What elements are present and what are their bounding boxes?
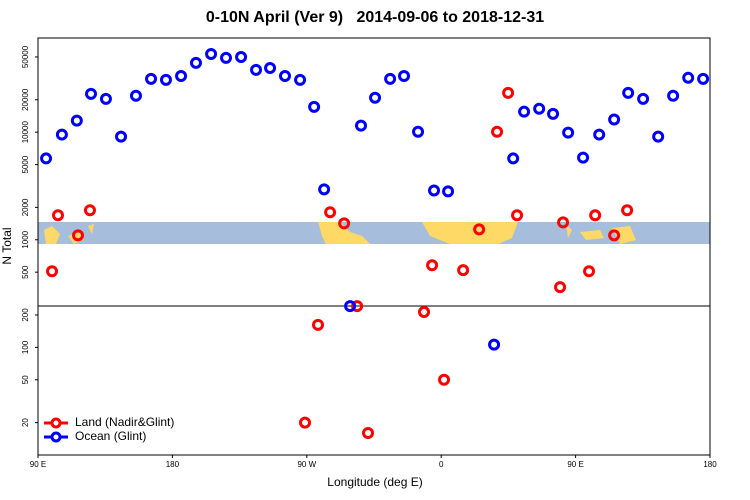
y-tick-label: 1000	[21, 230, 30, 248]
point	[40, 152, 53, 165]
x-tick-label: 0	[439, 460, 444, 469]
y-tick-label: 100	[21, 340, 30, 354]
legend-marker	[50, 431, 62, 443]
point	[264, 61, 277, 74]
point	[418, 306, 431, 319]
point	[442, 185, 455, 198]
point	[682, 71, 695, 84]
point	[324, 206, 337, 219]
point	[52, 209, 65, 222]
legend-label: Ocean (Glint)	[75, 429, 146, 443]
y-tick-label: 5000	[21, 155, 30, 173]
point	[589, 209, 602, 222]
point	[355, 119, 368, 132]
point	[621, 204, 634, 217]
ocean-strip	[38, 222, 710, 244]
point	[608, 113, 621, 126]
point	[308, 100, 321, 113]
y-tick-label: 20	[21, 418, 30, 427]
point	[593, 128, 606, 141]
point	[438, 373, 451, 386]
point	[554, 281, 567, 294]
legend-label: Land (Nadir&Glint)	[75, 415, 174, 429]
point	[457, 264, 470, 277]
point	[622, 86, 635, 99]
point	[159, 73, 172, 86]
point	[294, 73, 307, 86]
x-tick-label: 90 W	[297, 460, 316, 469]
point	[299, 416, 312, 429]
point	[344, 300, 357, 313]
point	[398, 69, 411, 82]
point	[189, 56, 202, 69]
point	[583, 265, 596, 278]
plot-frame	[37, 37, 711, 456]
y-tick-label: 10000	[21, 120, 30, 143]
legend-marker	[50, 417, 62, 429]
point	[55, 128, 68, 141]
point	[46, 265, 59, 278]
point	[488, 338, 501, 351]
y-tick-label: 50	[21, 375, 30, 384]
point	[205, 47, 218, 60]
point	[70, 114, 83, 127]
point	[369, 91, 382, 104]
x-tick-label: 180	[703, 460, 717, 469]
point	[491, 125, 504, 138]
point	[384, 72, 397, 85]
point	[502, 86, 515, 99]
point	[426, 259, 439, 272]
y-axis-label: N Total	[0, 227, 14, 264]
x-tick-label: 90 E	[30, 460, 46, 469]
point	[637, 92, 650, 105]
point	[145, 72, 158, 85]
point	[518, 105, 531, 118]
x-tick-label: 90 E	[567, 460, 583, 469]
y-tick-label: 500	[21, 265, 30, 279]
point	[312, 318, 324, 331]
x-axis-label: Longitude (deg E)	[327, 475, 422, 489]
point	[278, 69, 291, 82]
point	[175, 69, 188, 82]
point	[557, 216, 570, 229]
point	[697, 72, 710, 85]
point	[235, 50, 248, 63]
y-tick-label: 20000	[21, 88, 30, 111]
map-band	[38, 222, 710, 244]
point	[507, 152, 520, 165]
x-tick-label: 180	[166, 460, 180, 469]
point	[351, 300, 364, 313]
point	[250, 63, 263, 76]
point	[652, 130, 665, 143]
point	[667, 89, 680, 102]
point	[428, 184, 441, 197]
land	[422, 222, 518, 244]
point	[511, 209, 524, 222]
point	[562, 126, 575, 139]
land	[318, 222, 370, 244]
y-tick-label: 50000	[21, 45, 30, 68]
point	[72, 229, 85, 242]
point	[85, 87, 98, 100]
point	[338, 217, 351, 230]
point	[99, 92, 112, 105]
point	[577, 151, 590, 164]
point	[115, 130, 128, 143]
point	[362, 427, 375, 440]
point	[547, 107, 560, 120]
y-tick-label: 2000	[21, 198, 30, 216]
point	[608, 229, 621, 242]
point	[473, 223, 486, 236]
point	[220, 51, 233, 64]
point	[533, 102, 546, 115]
y-tick-label: 200	[21, 308, 30, 322]
point	[412, 125, 425, 138]
point	[83, 204, 96, 217]
chart-title: 0-10N April (Ver 9) 2014-09-06 to 2018-1…	[206, 9, 544, 26]
point	[129, 89, 142, 102]
point	[318, 183, 331, 196]
